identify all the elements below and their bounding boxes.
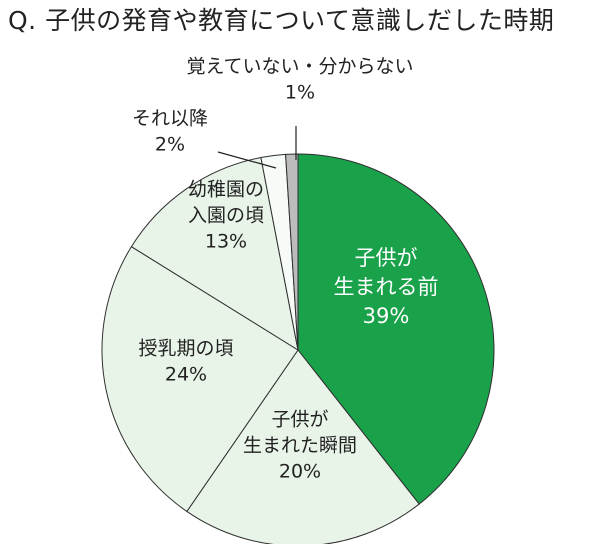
- slice-category-label: 幼稚園の: [188, 179, 264, 201]
- slice-category-label: 授乳期の頃: [138, 338, 233, 360]
- slice-value-label: 24%: [165, 364, 207, 386]
- slice-label-3: 授乳期の頃 24%: [138, 338, 233, 386]
- slice-value-label: 39%: [363, 304, 410, 328]
- leader-line-5: [217, 151, 277, 169]
- slice-value-label: 20%: [279, 461, 321, 483]
- chart-title: Q. 子供の発育や教育について意識しだした時期: [8, 6, 555, 35]
- slice-category-label: それ以降: [132, 108, 208, 130]
- slice-category-label: 子供が: [355, 246, 418, 270]
- slice-category-label: 生まれた瞬間: [243, 435, 357, 457]
- slice-label-6: 覚えていない・分からない 1%: [186, 56, 413, 104]
- slice-category-label: 覚えていない・分からない: [186, 56, 413, 78]
- slice-category-label: 入園の頃: [188, 205, 264, 227]
- slice-value-label: 1%: [285, 82, 315, 104]
- pie-slice-2: [186, 349, 420, 544]
- slice-value-label: 13%: [205, 231, 247, 253]
- pie-slice-3: [101, 245, 299, 513]
- slice-category-label: 子供が: [271, 409, 328, 431]
- pie-slice-4: [130, 156, 299, 352]
- pie-slice-6: [285, 153, 299, 351]
- slice-label-5: それ以降 2%: [132, 108, 208, 156]
- slice-category-label: 生まれる前: [334, 275, 439, 299]
- pie-slice-1: [297, 153, 495, 505]
- slice-value-label: 2%: [155, 134, 185, 156]
